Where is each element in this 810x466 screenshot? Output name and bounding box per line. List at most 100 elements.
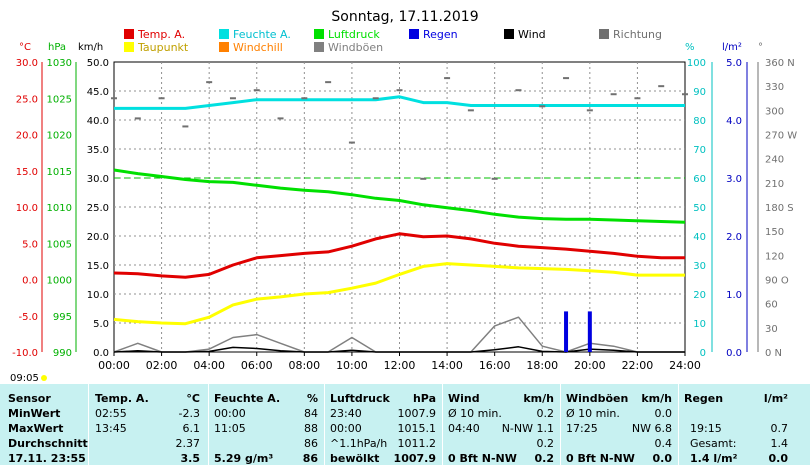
table-cell: 6.1 — [182, 422, 201, 435]
direction-tick-label: 270 W — [765, 131, 797, 142]
plot-area — [111, 61, 688, 353]
temp-tick-label: 5.0 — [22, 239, 38, 250]
wind-tick-label: 20.0 — [87, 232, 109, 243]
direction-point — [539, 105, 546, 108]
direction-point — [348, 141, 355, 144]
legend-swatch — [599, 29, 609, 39]
temp-tick-label: 30.0 — [16, 58, 38, 69]
direction-tick-label: 360 N — [765, 58, 795, 69]
weather-chart: Sonntag, 17.11.2019 Temp. A. Feuchte A. Lu… — [10, 9, 797, 384]
temp-tick-label: -10.0 — [12, 348, 38, 359]
wind-tick-label: 15.0 — [87, 261, 109, 272]
direction-point — [111, 97, 117, 100]
y-axes: 30.025.020.015.010.05.00.0-5.0-10.010301… — [12, 58, 797, 359]
direction-tick-label: 120 — [765, 251, 784, 262]
current-time-dot — [41, 375, 47, 381]
temp-tick-label: 15.0 — [16, 167, 38, 178]
direction-point — [372, 97, 379, 100]
table-cell: ^1.1hPa/h — [330, 437, 388, 450]
rain-bar — [587, 311, 592, 352]
direction-tick-label: 150 — [765, 227, 784, 238]
direction-unit: ° — [758, 42, 763, 53]
header-humidity-unit: % — [306, 392, 318, 405]
legend-label: Temp. A. — [137, 28, 185, 41]
rain-tick-label: 2.0 — [726, 232, 742, 243]
table-cell: 86 — [304, 437, 318, 450]
table-cell: 0.0 — [768, 452, 789, 465]
dewpoint-line — [113, 262, 685, 326]
axis-units: °C hPa km/h % l/m² ° — [19, 42, 763, 53]
table-cell: 5.29 g/m³ — [214, 452, 274, 465]
column-divider — [442, 384, 443, 465]
direction-tick-label: 210 — [765, 179, 784, 190]
direction-tick-label: 330 — [765, 82, 784, 93]
wind-tick-label: 10.0 — [87, 290, 109, 301]
legend: Temp. A. Feuchte A. Luftdruck Regen Wind Rich… — [124, 28, 662, 54]
legend-label: Wind — [518, 28, 546, 41]
pressure-tick-label: 1020 — [47, 131, 72, 142]
x-tick-label: 02:00 — [146, 359, 178, 372]
legend-label: Feuchte A. — [233, 28, 291, 41]
table-cell: 1.4 l/m² — [690, 452, 738, 465]
direction-point — [467, 109, 474, 112]
legend-label: Windchill — [233, 41, 283, 54]
header-rain-unit: l/m² — [763, 392, 788, 405]
direction-point — [325, 81, 332, 84]
legend-swatch — [124, 29, 134, 39]
x-tick-label: 22:00 — [622, 359, 654, 372]
humidity-tick-label: 20 — [693, 290, 706, 301]
table-cell: 19:15 — [690, 422, 722, 435]
current-time-marker: 09:05 — [10, 373, 47, 384]
table-cell: 0.2 — [534, 452, 555, 465]
direction-tick-label: 0 N — [765, 348, 782, 359]
pressure-unit: hPa — [48, 42, 66, 53]
humidity-unit: % — [685, 42, 695, 53]
column-divider — [678, 384, 679, 465]
humidity-tick-label: 100 — [687, 58, 706, 69]
table-cell: 00:00 — [214, 407, 246, 420]
rain-tick-label: 5.0 — [726, 58, 742, 69]
table-cell: 2.37 — [175, 437, 201, 450]
direction-point — [444, 77, 451, 80]
x-tick-label: 20:00 — [574, 359, 606, 372]
direction-point — [563, 77, 570, 80]
legend-swatch — [219, 42, 229, 52]
humidity-tick-label: 50 — [693, 203, 706, 214]
statistics-table: Sensor Temp. A. °C Feuchte A. % Luftdruc… — [0, 384, 810, 465]
table-cell: 0.2 — [536, 437, 555, 450]
pressure-tick-label: 995 — [53, 312, 72, 323]
direction-point — [158, 97, 165, 100]
column-divider — [560, 384, 561, 465]
table-cell: 1007.9 — [393, 452, 436, 465]
chart-title: Sonntag, 17.11.2019 — [331, 9, 478, 25]
humidity-tick-label: 0 — [700, 348, 706, 359]
legend-swatch — [219, 29, 229, 39]
direction-point — [682, 93, 688, 96]
x-tick-label: 18:00 — [526, 359, 558, 372]
x-tick-label: 08:00 — [288, 359, 320, 372]
legend-swatch — [314, 29, 324, 39]
legend-label: Richtung — [613, 28, 662, 41]
legend-label: Luftdruck — [328, 28, 380, 41]
table-cell: 17.11. 23:55 — [8, 452, 86, 465]
header-sensor: Sensor — [8, 392, 51, 405]
temp-unit: °C — [19, 42, 31, 53]
legend-label: Taupunkt — [137, 41, 189, 54]
header-pressure-unit: hPa — [412, 392, 436, 405]
table-cell: 02:55 — [95, 407, 127, 420]
direction-point — [420, 177, 427, 180]
column-divider — [208, 384, 209, 465]
wind-tick-label: 25.0 — [87, 203, 109, 214]
table-cell: Ø 10 min. — [448, 407, 502, 420]
direction-point — [491, 177, 498, 180]
humidity-line — [114, 95, 685, 110]
table-cell: Durchschnitt — [8, 437, 88, 450]
direction-point — [134, 117, 141, 120]
x-tick-label: 00:00 — [98, 359, 130, 372]
table-cell: 3.5 — [180, 452, 201, 465]
pressure-tick-label: 1000 — [47, 276, 72, 287]
table-cell: 17:25 — [566, 422, 598, 435]
humidity-tick-label: 40 — [693, 232, 706, 243]
legend-label: Regen — [423, 28, 458, 41]
x-tick-label: 24:00 — [669, 359, 701, 372]
